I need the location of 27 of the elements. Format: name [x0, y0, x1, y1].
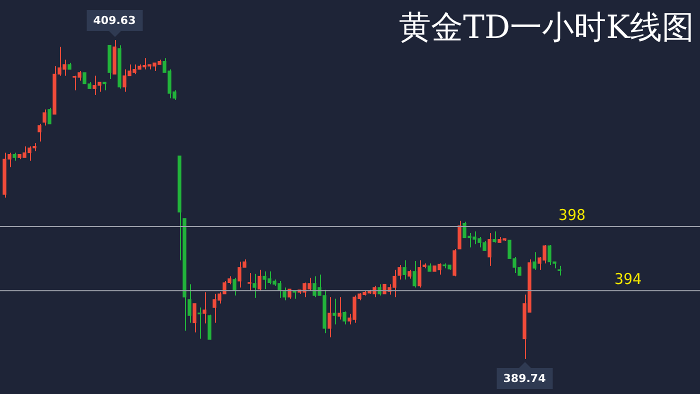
candlestick [248, 272, 252, 292]
candlestick [532, 252, 536, 270]
candlestick [458, 220, 462, 250]
annotation: 409.63 [86, 10, 143, 31]
candlestick [192, 303, 196, 333]
ref-line-label: 394 [614, 270, 642, 288]
candlestick [252, 273, 256, 298]
candlestick [198, 307, 202, 340]
candlestick [258, 269, 262, 292]
candlestick [328, 296, 332, 338]
candlestick [38, 123, 42, 142]
chart-title: 黄金TD一小时K线图 [399, 7, 694, 48]
candlestick [48, 107, 52, 124]
candlestick [202, 292, 206, 324]
candlestick [402, 260, 406, 280]
ref-line-label: 398 [558, 206, 586, 224]
candlestick [342, 311, 346, 325]
candlestick [338, 296, 342, 320]
candlestick [558, 265, 562, 276]
candlestick [232, 277, 236, 296]
candlestick [492, 230, 496, 244]
annotation: 389.74 [496, 368, 553, 389]
candlestick [488, 232, 492, 266]
candlestick [412, 260, 416, 288]
candlestick [42, 108, 46, 126]
candlestick [332, 298, 336, 325]
candlestick [378, 284, 382, 296]
